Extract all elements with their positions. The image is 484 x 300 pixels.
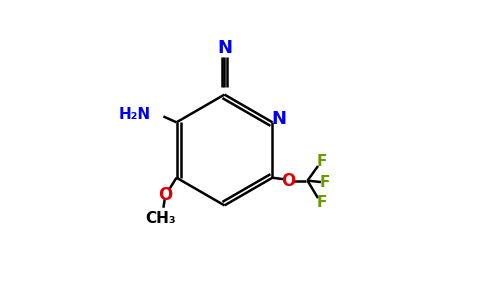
Text: O: O (158, 186, 172, 204)
Text: N: N (272, 110, 287, 128)
Text: F: F (317, 195, 327, 210)
Text: F: F (319, 175, 330, 190)
Text: F: F (317, 154, 327, 169)
Text: N: N (217, 40, 232, 58)
Text: H₂N: H₂N (118, 107, 150, 122)
Text: CH₃: CH₃ (145, 211, 176, 226)
Text: O: O (281, 172, 296, 190)
